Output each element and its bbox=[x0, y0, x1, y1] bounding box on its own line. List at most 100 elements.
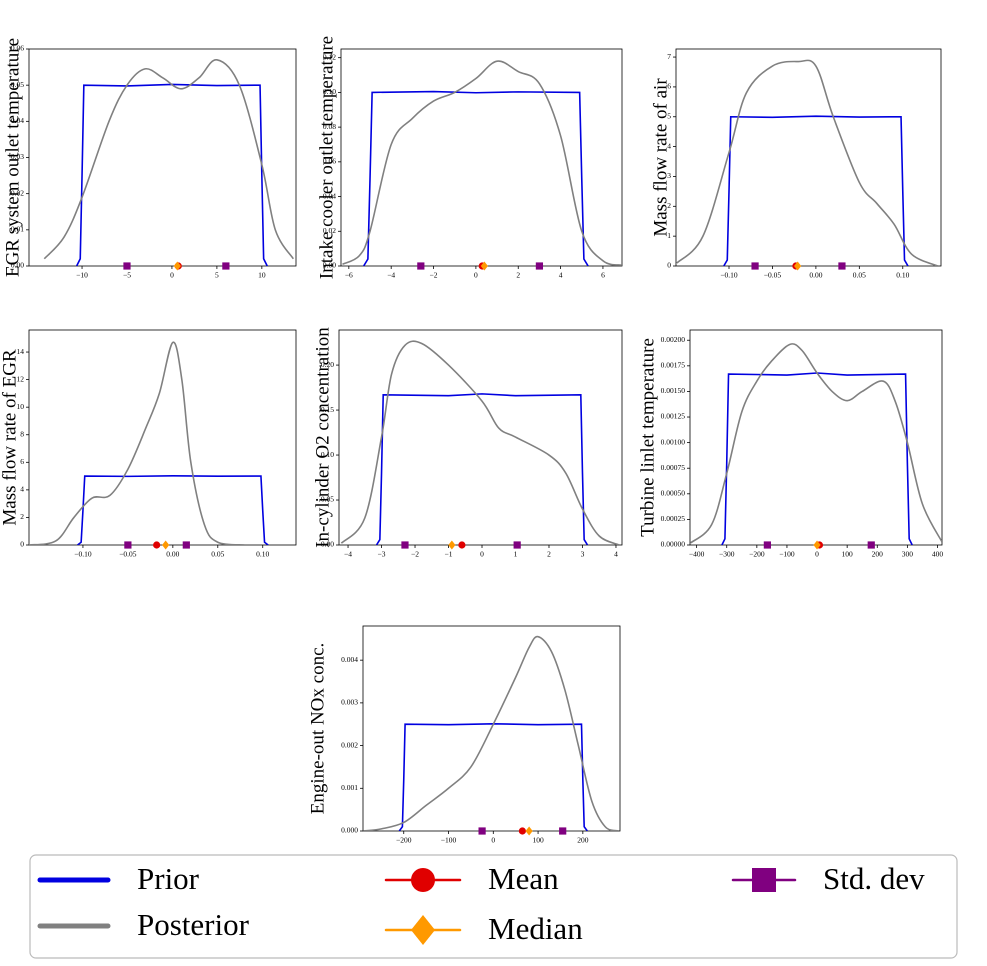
y-tick-label: 7 bbox=[667, 52, 671, 61]
y-tick-label: 0.02 bbox=[11, 188, 24, 197]
y-tick-label: 5 bbox=[667, 111, 671, 120]
x-tick-label: 200 bbox=[577, 836, 589, 845]
y-tick-label: 0.02 bbox=[323, 226, 336, 235]
x-tick-label: 4 bbox=[559, 271, 563, 280]
median-marker bbox=[173, 261, 181, 271]
y-tick-label: 1 bbox=[667, 231, 671, 240]
mean-marker bbox=[518, 827, 526, 835]
y-axis-label: Mass flow rate of EGR bbox=[0, 349, 20, 526]
x-tick-label: 6 bbox=[601, 271, 605, 280]
prior-line bbox=[362, 90, 589, 266]
median-marker bbox=[411, 915, 435, 945]
x-tick-label: −5 bbox=[123, 271, 131, 280]
prior-line bbox=[77, 475, 269, 545]
x-tick-label: 100 bbox=[842, 550, 854, 559]
y-tick-label: 0.00150 bbox=[661, 386, 686, 395]
x-tick-label: −0.10 bbox=[720, 271, 738, 280]
x-tick-label: 2 bbox=[516, 271, 520, 280]
mean-marker bbox=[153, 541, 161, 549]
mean-marker bbox=[411, 868, 435, 892]
x-tick-label: 0 bbox=[170, 271, 174, 280]
median-marker bbox=[480, 261, 488, 271]
std-marker bbox=[838, 262, 846, 270]
y-tick-label: 0.00 bbox=[11, 261, 24, 270]
x-tick-label: 1 bbox=[514, 550, 518, 559]
y-tick-label: 0.04 bbox=[323, 191, 336, 200]
y-axis-label: EGR system outlet temperature bbox=[2, 38, 23, 277]
y-tick-label: 0.00175 bbox=[661, 361, 686, 370]
y-tick-label: 0.20 bbox=[321, 360, 334, 369]
axes-frame bbox=[340, 48, 623, 267]
y-tick-label: 0.00100 bbox=[661, 437, 686, 446]
y-tick-label: 0.04 bbox=[11, 116, 24, 125]
x-tick-label: −3 bbox=[378, 550, 386, 559]
y-tick-label: 0.00 bbox=[323, 261, 336, 270]
std-marker bbox=[401, 541, 409, 549]
x-tick-label: 0.00 bbox=[166, 550, 179, 559]
posterior-line bbox=[363, 635, 619, 831]
x-tick-label: 200 bbox=[872, 550, 884, 559]
axes-frame bbox=[689, 329, 943, 546]
axes-frame bbox=[28, 48, 297, 267]
y-axis-label: Turbine linlet temperature bbox=[637, 338, 658, 537]
x-tick-label: −4 bbox=[387, 271, 395, 280]
y-tick-label: 12 bbox=[17, 374, 25, 383]
axes-frame bbox=[28, 329, 297, 546]
x-tick-label: −6 bbox=[345, 271, 353, 280]
posterior-line bbox=[690, 343, 942, 544]
mean-marker bbox=[458, 541, 466, 549]
subplot: Intake cooler outlet temperature −6 −4 −2 0 2… bbox=[316, 36, 623, 280]
y-tick-label: 0.08 bbox=[323, 122, 336, 131]
y-tick-label: 0.15 bbox=[321, 405, 334, 414]
legend-label: Std. dev bbox=[823, 861, 925, 896]
x-tick-label: 0.05 bbox=[853, 271, 866, 280]
x-tick-label: −4 bbox=[344, 550, 352, 559]
y-tick-label: 0.00050 bbox=[661, 489, 686, 498]
std-marker bbox=[182, 541, 190, 549]
y-tick-label: 0.00200 bbox=[661, 335, 686, 344]
prior-line bbox=[723, 115, 909, 266]
x-tick-label: −200 bbox=[396, 836, 412, 845]
x-tick-label: −200 bbox=[749, 550, 765, 559]
x-tick-label: 0.05 bbox=[211, 550, 224, 559]
y-tick-label: 6 bbox=[20, 457, 24, 466]
y-axis-label: Mass flow rate of air bbox=[650, 78, 671, 237]
y-tick-label: 0.03 bbox=[11, 152, 24, 161]
legend-label: Posterior bbox=[137, 907, 250, 942]
posterior-line bbox=[43, 59, 294, 260]
y-axis-label: Intake cooler outlet temperature bbox=[316, 36, 337, 279]
y-tick-label: 2 bbox=[20, 512, 24, 521]
std-marker bbox=[478, 827, 486, 835]
median-marker bbox=[162, 540, 170, 550]
x-tick-label: −0.05 bbox=[764, 271, 782, 280]
y-tick-label: 0.004 bbox=[341, 655, 358, 664]
legend-box bbox=[29, 854, 958, 959]
x-tick-label: −300 bbox=[719, 550, 735, 559]
legend-label: Median bbox=[488, 911, 583, 946]
y-tick-label: 0.001 bbox=[341, 783, 358, 792]
std-marker bbox=[123, 262, 131, 270]
subplot: EGR system outlet temperature −10 −5 0 5 10 0.… bbox=[2, 38, 297, 280]
y-tick-label: 10 bbox=[17, 402, 25, 411]
x-tick-label: 0.10 bbox=[256, 550, 269, 559]
x-tick-label: −2 bbox=[430, 271, 438, 280]
y-tick-label: 8 bbox=[20, 429, 24, 438]
posterior-line bbox=[342, 60, 622, 266]
x-tick-label: 0 bbox=[491, 836, 495, 845]
std-marker bbox=[513, 541, 521, 549]
x-tick-label: −0.05 bbox=[119, 550, 137, 559]
posterior-line bbox=[29, 341, 245, 545]
median-marker bbox=[794, 261, 802, 271]
y-tick-label: 0.12 bbox=[323, 52, 336, 61]
y-tick-label: 0.00 bbox=[321, 540, 334, 549]
x-tick-label: 100 bbox=[532, 836, 544, 845]
y-tick-label: 0.00125 bbox=[661, 412, 686, 421]
y-tick-label: 14 bbox=[17, 347, 25, 356]
x-tick-label: −2 bbox=[411, 550, 419, 559]
std-marker bbox=[751, 262, 759, 270]
posterior-line bbox=[676, 59, 938, 266]
x-tick-label: 0 bbox=[474, 271, 478, 280]
x-tick-label: −10 bbox=[76, 271, 88, 280]
y-tick-label: 0.003 bbox=[341, 698, 358, 707]
subplot: In-cylinder O2 concentration −4 −3 −2 −1 0 1 2 3… bbox=[312, 327, 623, 559]
